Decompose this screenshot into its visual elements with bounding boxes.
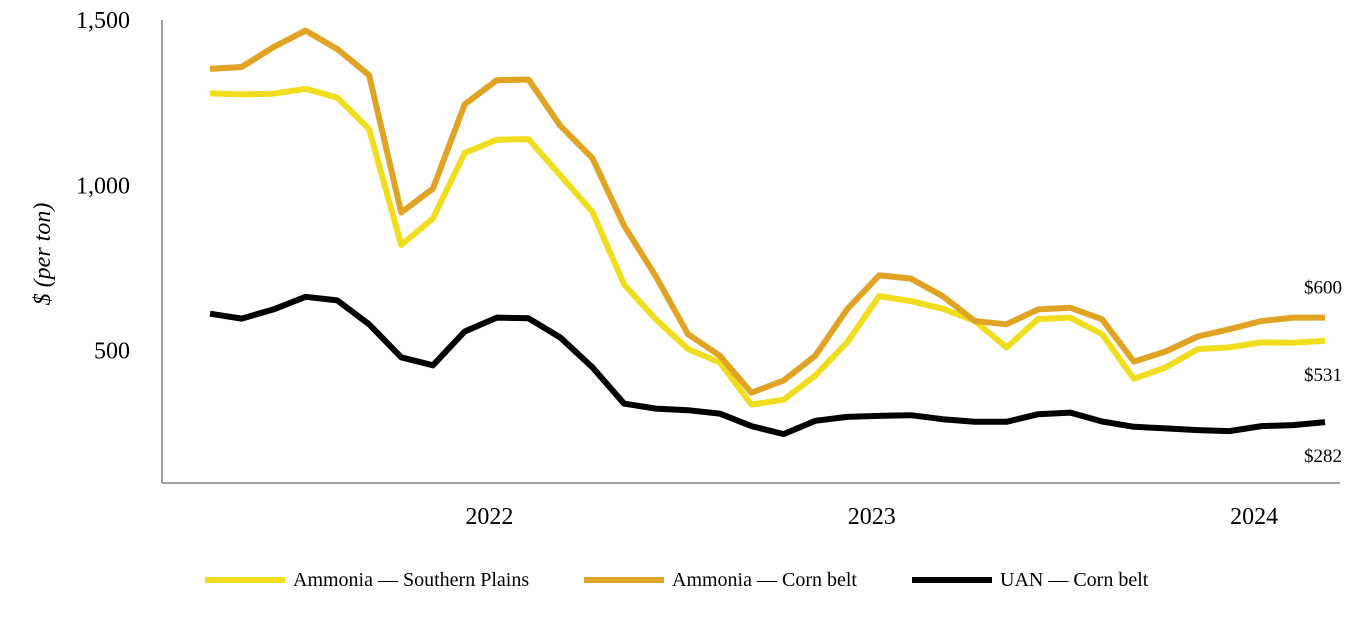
y-axis: 500 1,000 1,500 [76, 8, 163, 483]
y-tick-label: 500 [94, 339, 130, 365]
end-value-label: $531 [1304, 365, 1342, 386]
series-lines [209, 27, 1326, 438]
legend-swatch [912, 577, 992, 583]
y-tick-label: 1,000 [76, 173, 130, 199]
legend-label: Ammonia — Southern Plains [293, 568, 530, 591]
y-tick-label: 1,500 [76, 8, 130, 34]
legend-swatch [205, 577, 285, 583]
series-line-1 [209, 27, 1325, 396]
series-line-2 [209, 293, 1326, 438]
end-labels: $531 $600 $282 [1304, 278, 1342, 468]
x-tick-label: 2024 [1230, 504, 1278, 530]
end-value-label: $600 [1304, 278, 1342, 299]
series-line-0 [209, 85, 1326, 408]
x-axis: 2022 2023 2024 [162, 482, 1340, 530]
legend-label: UAN — Corn belt [1000, 568, 1149, 591]
legend-item-uan-corn-belt: UAN — Corn belt [912, 562, 1148, 598]
legend-item-ammonia-southern-plains: Ammonia — Southern Plains [205, 562, 529, 598]
x-tick-label: 2023 [848, 504, 896, 530]
legend-item-ammonia-corn-belt: Ammonia — Corn belt [584, 562, 857, 598]
end-value-label: $282 [1304, 446, 1342, 467]
legend: Ammonia — Southern Plains Ammonia — Corn… [0, 562, 1362, 598]
y-axis-label: $ (per ton) [30, 203, 56, 306]
x-tick-label: 2022 [465, 504, 513, 530]
legend-swatch [584, 577, 664, 583]
legend-label: Ammonia — Corn belt [672, 568, 857, 591]
